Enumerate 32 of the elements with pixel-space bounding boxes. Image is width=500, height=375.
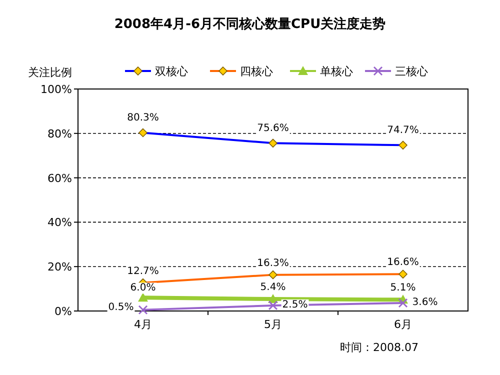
data-label: 2.5%	[282, 299, 308, 310]
y-axis-title: 关注比例	[28, 66, 72, 79]
data-label: 6.0%	[130, 282, 156, 294]
y-tick-label: 80%	[48, 127, 72, 140]
legend-label: 四核心	[240, 65, 273, 78]
y-tick-label: 0%	[54, 305, 72, 318]
chart-title: 2008年4月-6月不同核心数量CPU关注度走势	[114, 16, 386, 32]
data-label: 80.3%	[127, 112, 159, 124]
x-tick-label: 6月	[394, 318, 412, 331]
data-label: 5.1%	[390, 282, 416, 294]
data-label: 16.3%	[257, 258, 289, 269]
legend-label: 三核心	[395, 65, 428, 78]
point	[138, 292, 148, 302]
point	[268, 300, 278, 310]
y-tick-label: 60%	[48, 172, 72, 185]
legend-label: 单核心	[320, 65, 353, 78]
point	[398, 298, 408, 308]
data-label: 3.6%	[412, 297, 438, 308]
y-tick-label: 40%	[48, 216, 72, 230]
data-label: 75.6%	[257, 123, 289, 134]
data-label: 16.6%	[387, 257, 419, 268]
y-tick-label: 20%	[48, 260, 72, 274]
data-label: 74.7%	[387, 125, 419, 136]
data-label: 12.7%	[127, 266, 159, 277]
point	[138, 305, 148, 315]
text: 时间：2008.07	[340, 341, 418, 354]
x-tick-label: 4月	[134, 318, 152, 331]
legend-label: 双核心	[155, 65, 188, 78]
x-tick-label: 5月	[264, 318, 282, 331]
data-label: 5.4%	[260, 282, 286, 294]
data-label: 0.5%	[108, 302, 134, 313]
y-tick-label: 100%	[40, 83, 72, 96]
